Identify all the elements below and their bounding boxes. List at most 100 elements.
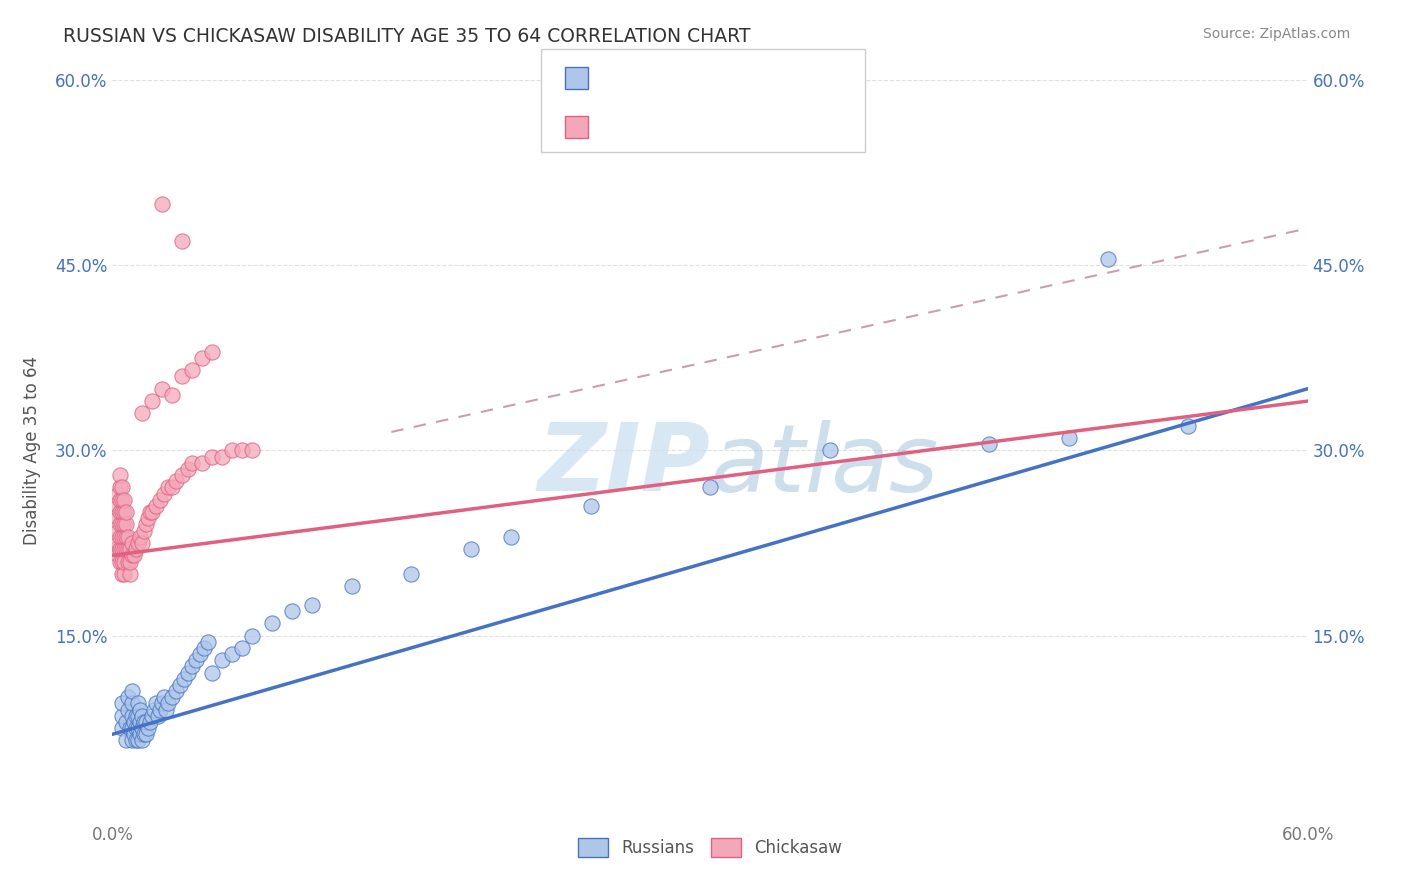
Point [181, 456, 204, 470]
Text: atlas: atlas [710, 420, 938, 511]
Point [157, 697, 180, 711]
Point [120, 566, 142, 581]
Point [301, 598, 323, 612]
Point [120, 721, 142, 735]
Point [121, 549, 143, 563]
Point [177, 665, 200, 680]
Point [211, 450, 233, 464]
Point [135, 727, 157, 741]
Point [111, 505, 134, 519]
Point [221, 443, 243, 458]
Point [125, 708, 148, 723]
Point [165, 475, 187, 489]
Point [129, 703, 152, 717]
Point [197, 634, 219, 648]
Point [148, 708, 170, 723]
Point [177, 462, 200, 476]
Point [111, 542, 134, 557]
Legend: Russians, Chickasaw: Russians, Chickasaw [571, 831, 849, 864]
Point [127, 721, 149, 735]
Text: N =: N = [697, 64, 737, 82]
Point [127, 697, 149, 711]
Point [127, 536, 149, 550]
Point [173, 672, 195, 686]
Point [340, 579, 363, 593]
Point [131, 708, 153, 723]
Point [107, 511, 129, 525]
Point [135, 714, 157, 729]
Point [131, 536, 153, 550]
Point [114, 542, 135, 557]
Point [141, 394, 163, 409]
Point [111, 708, 134, 723]
Point [107, 486, 129, 500]
Point [143, 703, 166, 717]
Point [107, 499, 129, 513]
Text: R =: R = [599, 103, 637, 120]
Point [117, 542, 139, 557]
Point [1057, 431, 1080, 445]
Point [111, 555, 134, 569]
Point [181, 363, 204, 377]
Point [117, 690, 139, 705]
Text: 78: 78 [733, 103, 756, 120]
Point [131, 721, 153, 735]
Point [110, 530, 132, 544]
Point [129, 530, 152, 544]
Point [107, 536, 129, 550]
Point [110, 505, 132, 519]
Point [121, 684, 143, 698]
Point [139, 505, 162, 519]
Point [150, 196, 173, 211]
Text: 0.592: 0.592 [634, 64, 689, 82]
Point [114, 505, 135, 519]
Point [231, 640, 253, 655]
Point [153, 486, 176, 500]
Point [115, 505, 138, 519]
Point [134, 727, 156, 741]
Point [149, 703, 172, 717]
Point [115, 530, 138, 544]
Point [127, 708, 149, 723]
Point [191, 456, 214, 470]
Point [1177, 418, 1199, 433]
Point [281, 604, 304, 618]
Point [134, 714, 156, 729]
Point [131, 733, 153, 747]
Point [121, 536, 143, 550]
Point [115, 542, 138, 557]
Point [110, 480, 132, 494]
Point [221, 647, 243, 661]
Point [201, 450, 224, 464]
Point [125, 733, 148, 747]
Point [401, 566, 423, 581]
Point [138, 511, 160, 525]
Point [135, 517, 157, 532]
Point [114, 517, 135, 532]
Text: 68: 68 [733, 64, 756, 82]
Point [125, 542, 148, 557]
Point [127, 733, 149, 747]
Text: Source: ZipAtlas.com: Source: ZipAtlas.com [1202, 27, 1350, 41]
Point [111, 480, 134, 494]
Point [114, 492, 135, 507]
Point [124, 727, 146, 741]
Point [181, 659, 204, 673]
Point [499, 530, 522, 544]
Point [186, 653, 208, 667]
Point [191, 351, 214, 365]
Text: R =: R = [599, 64, 637, 82]
Point [145, 697, 167, 711]
Point [111, 492, 134, 507]
Point [120, 542, 142, 557]
Text: N =: N = [697, 103, 737, 120]
Point [141, 708, 163, 723]
Point [162, 690, 183, 705]
Point [162, 480, 183, 494]
Point [172, 234, 194, 248]
Point [231, 443, 253, 458]
Point [107, 524, 129, 538]
Point [124, 549, 146, 563]
Point [201, 665, 224, 680]
Point [117, 555, 139, 569]
